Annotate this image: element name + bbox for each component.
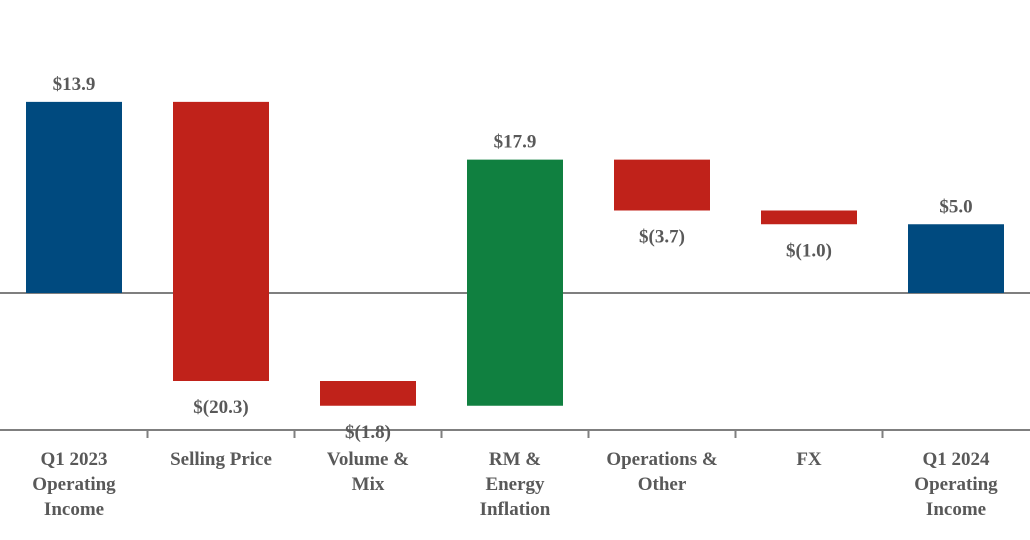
bar-3 xyxy=(467,159,563,406)
category-label: Volume & Mix xyxy=(327,449,409,495)
category-label-line: Operations & xyxy=(606,449,717,470)
category-label-line: Operating xyxy=(914,474,998,495)
category-label: Operations & Other xyxy=(606,449,717,495)
category-label: Q1 2024 Operating Income xyxy=(914,449,998,520)
category-label-line: Mix xyxy=(352,474,385,495)
category-label-line: Energy xyxy=(485,474,545,495)
bars-group xyxy=(26,101,1004,406)
bar-2 xyxy=(320,381,416,406)
bar-4 xyxy=(614,159,710,211)
category-labels-group: Q1 2023 Operating Income Selling Price Volum… xyxy=(32,449,998,520)
value-label: $13.9 xyxy=(53,74,96,95)
value-labels-group: $13.9 $(20.3) $(1.8) $17.9 $(3.7) $(1.0) $5.0 xyxy=(53,74,973,443)
value-label: $(1.8) xyxy=(345,422,391,443)
category-label-line: Selling Price xyxy=(170,449,272,470)
bar-6 xyxy=(908,224,1004,293)
bar-0 xyxy=(26,101,122,293)
category-label-line: Income xyxy=(926,499,986,520)
value-label: $5.0 xyxy=(939,196,972,217)
value-label: $17.9 xyxy=(494,132,537,153)
bar-5 xyxy=(761,210,857,225)
category-label-line: Inflation xyxy=(480,499,551,520)
category-label-line: RM & xyxy=(489,449,541,470)
category-label: Selling Price xyxy=(170,449,272,470)
value-label: $(20.3) xyxy=(193,397,248,418)
category-label-line: FX xyxy=(796,449,822,470)
category-label: RM & Energy Inflation xyxy=(480,449,551,520)
category-label-line: Other xyxy=(638,474,687,495)
category-label: FX xyxy=(796,449,822,470)
category-label-line: Q1 2023 xyxy=(40,449,107,470)
category-label-line: Income xyxy=(44,499,104,520)
category-label-line: Volume & xyxy=(327,449,409,470)
category-label-line: Operating xyxy=(32,474,116,495)
category-label-line: Q1 2024 xyxy=(922,449,990,470)
bar-1 xyxy=(173,101,269,381)
value-label: $(1.0) xyxy=(786,240,832,261)
x-axis-ticks xyxy=(146,430,884,438)
category-label: Q1 2023 Operating Income xyxy=(32,449,116,520)
value-label: $(3.7) xyxy=(639,227,685,248)
